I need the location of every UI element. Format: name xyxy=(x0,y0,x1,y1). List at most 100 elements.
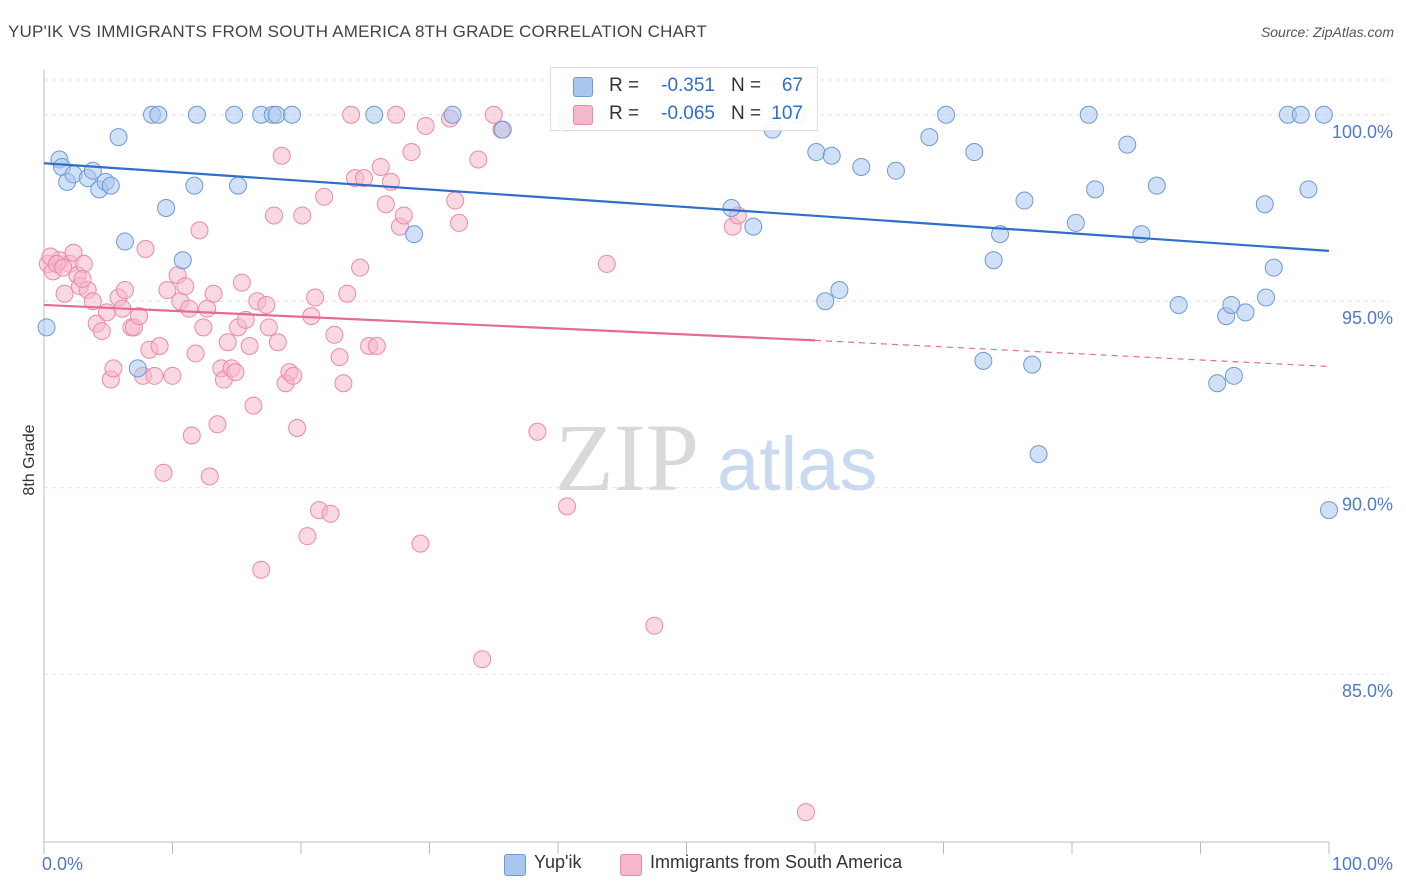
south-america-point xyxy=(232,273,251,292)
yupik-point xyxy=(37,318,56,337)
yupik-point xyxy=(744,217,763,236)
south-america-point xyxy=(194,318,213,337)
south-america-point xyxy=(387,105,406,124)
yupik-point xyxy=(920,128,939,147)
south-america-point xyxy=(204,284,223,303)
yupik-point xyxy=(1208,374,1227,393)
grid-lines xyxy=(44,79,1390,675)
n-value-yupik: 67 xyxy=(781,75,803,96)
yupik-point xyxy=(1299,180,1318,199)
yupik-point xyxy=(1314,105,1333,124)
r-value-south-america: -0.065 xyxy=(661,103,715,124)
yupik-point xyxy=(109,128,128,147)
yupik-point xyxy=(1079,105,1098,124)
south-america-point xyxy=(136,240,155,259)
yupik-point xyxy=(830,281,849,300)
south-america-point xyxy=(484,105,503,124)
yupik-point xyxy=(1236,303,1255,322)
south-america-point xyxy=(226,363,245,382)
r-label: R = xyxy=(609,103,640,124)
yupik-point xyxy=(267,105,286,124)
yupik-point xyxy=(405,225,424,244)
y-tick-label: 100.0% xyxy=(1332,122,1393,142)
south-america-point xyxy=(321,504,340,523)
yupik-point xyxy=(1029,445,1048,464)
watermark: ZIP atlas xyxy=(555,404,878,511)
south-america-point xyxy=(83,292,102,311)
south-america-point xyxy=(186,344,205,363)
series-legend: Yup'ik Immigrants from South America xyxy=(0,852,1406,878)
south-america-point xyxy=(73,269,92,288)
legend-label-south-america: Immigrants from South America xyxy=(650,852,903,872)
yupik-point xyxy=(1291,105,1310,124)
south-america-point xyxy=(306,288,325,307)
south-america-point xyxy=(244,396,263,415)
yupik-point xyxy=(283,105,302,124)
yupik-point xyxy=(1169,295,1188,314)
south-america-point xyxy=(338,284,357,303)
south-america-point xyxy=(240,336,259,355)
south-america-point xyxy=(236,310,255,329)
south-america-point xyxy=(265,206,284,225)
south-america-point xyxy=(528,422,547,441)
yupik-point xyxy=(1132,225,1151,244)
yupik-point xyxy=(1222,295,1241,314)
south-america-point xyxy=(55,284,74,303)
south-america-point xyxy=(158,281,177,300)
trend-lines xyxy=(43,162,1330,368)
south-america-point xyxy=(293,206,312,225)
south-america-point xyxy=(104,359,123,378)
yupik-point xyxy=(1086,180,1105,199)
legend-swatch-yupik xyxy=(504,854,526,876)
yupik-point xyxy=(229,176,248,195)
south-america-point xyxy=(376,195,395,214)
south-america-point xyxy=(334,374,353,393)
yupik-point xyxy=(493,120,512,139)
south-america-point xyxy=(315,187,334,206)
yupik-point xyxy=(965,143,984,162)
south-america-point xyxy=(416,116,435,135)
y-tick-label: 85.0% xyxy=(1342,681,1393,701)
south-america-point xyxy=(218,333,237,352)
south-america-point xyxy=(176,277,195,296)
n-value-south-america: 107 xyxy=(771,103,803,124)
yupik-point xyxy=(173,251,192,270)
legend-swatch-south-america xyxy=(620,854,642,876)
y-tick-label: 90.0% xyxy=(1342,495,1393,515)
yupik-point xyxy=(443,105,462,124)
yupik-point xyxy=(1147,176,1166,195)
south-america-point xyxy=(74,254,93,273)
yupik-point xyxy=(101,176,120,195)
yupik-point xyxy=(365,105,384,124)
yupik-point xyxy=(937,105,956,124)
legend-label-yupik: Yup'ik xyxy=(534,852,582,872)
yupik-point xyxy=(722,198,741,217)
axis-labels: 100.0% 95.0% 90.0% 85.0% 0.0% 100.0% 8th Grade xyxy=(21,122,1393,874)
south-america-point xyxy=(150,336,169,355)
south-america-point xyxy=(252,560,271,579)
south-america-point xyxy=(450,213,469,232)
yupik-point xyxy=(984,251,1003,270)
south-america-point xyxy=(411,534,430,553)
south-america-point xyxy=(115,281,134,300)
south-america-point xyxy=(298,527,317,546)
legend-swatch-south-america xyxy=(573,105,593,125)
south-america-point xyxy=(473,650,492,669)
yupik-point xyxy=(1257,288,1276,307)
yupik-point xyxy=(1023,355,1042,374)
south-america-trend-extension xyxy=(814,339,1330,368)
yupik-point xyxy=(816,292,835,311)
chart-title: YUP'IK VS IMMIGRANTS FROM SOUTH AMERICA … xyxy=(8,22,707,41)
south-america-point xyxy=(288,419,307,438)
yupik-point xyxy=(852,157,871,176)
south-america-point xyxy=(446,191,465,210)
stats-legend: R = -0.351 N = 67 R = -0.065 N = 107 xyxy=(550,67,818,131)
yupik-point xyxy=(1255,195,1274,214)
south-america-point xyxy=(272,146,291,165)
x-tick-label-min: 0.0% xyxy=(42,854,83,874)
south-america-point xyxy=(64,243,83,262)
yupik-point xyxy=(157,198,176,217)
yupik-point xyxy=(225,105,244,124)
south-america-point xyxy=(257,295,276,314)
yupik-point xyxy=(1264,258,1283,277)
